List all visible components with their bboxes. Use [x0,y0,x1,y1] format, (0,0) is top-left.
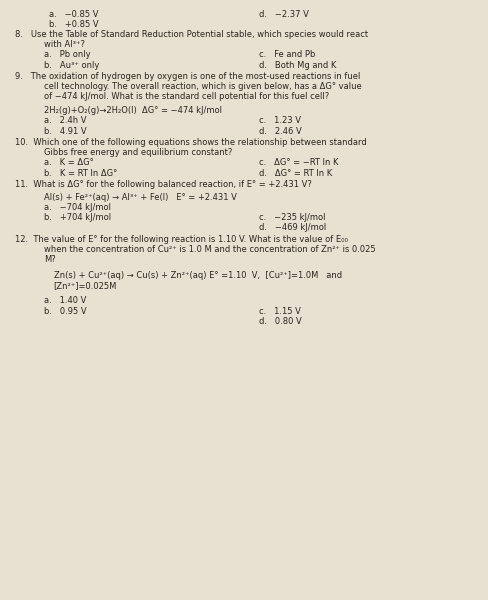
Text: cell technology. The overall reaction, which is given below, has a ΔG° value: cell technology. The overall reaction, w… [44,82,362,91]
Text: b.   Au³⁺ only: b. Au³⁺ only [44,61,99,70]
Text: d.   2.46 V: d. 2.46 V [259,127,302,136]
Text: Gibbs free energy and equilibrium constant?: Gibbs free energy and equilibrium consta… [44,148,232,157]
Text: 11.  What is ΔG° for the following balanced reaction, if E° = +2.431 V?: 11. What is ΔG° for the following balanc… [15,180,311,189]
Text: c.   1.15 V: c. 1.15 V [259,307,301,316]
Text: [Zn²⁺]=0.025M: [Zn²⁺]=0.025M [54,281,117,290]
Text: c.   Fe and Pb: c. Fe and Pb [259,50,315,59]
Text: with Al³⁺?: with Al³⁺? [44,40,85,49]
Text: M?: M? [44,255,56,264]
Text: d.   Both Mg and K: d. Both Mg and K [259,61,336,70]
Text: c.   −235 kJ/mol: c. −235 kJ/mol [259,213,325,222]
Text: 8.   Use the Table of Standard Reduction Potential stable, which species would r: 8. Use the Table of Standard Reduction P… [15,30,368,39]
Text: d.   −469 kJ/mol: d. −469 kJ/mol [259,223,326,232]
Text: d.   −2.37 V: d. −2.37 V [259,10,308,19]
Text: c.   1.23 V: c. 1.23 V [259,116,301,125]
Text: Al(s) + Fe²⁺(aq) → Al³⁺ + Fe(l)   E° = +2.431 V: Al(s) + Fe²⁺(aq) → Al³⁺ + Fe(l) E° = +2.… [44,193,237,202]
Text: 2H₂(g)+O₂(g)→2H₂O(l)  ΔG° = −474 kJ/mol: 2H₂(g)+O₂(g)→2H₂O(l) ΔG° = −474 kJ/mol [44,106,222,115]
Text: b.   +0.85 V: b. +0.85 V [49,20,99,29]
Text: a.   −704 kJ/mol: a. −704 kJ/mol [44,203,111,212]
Text: a.   1.40 V: a. 1.40 V [44,296,86,305]
Text: b.   +704 kJ/mol: b. +704 kJ/mol [44,213,111,222]
Text: a.   K = ΔG°: a. K = ΔG° [44,158,94,167]
Text: b.   4.91 V: b. 4.91 V [44,127,86,136]
Text: b.   0.95 V: b. 0.95 V [44,307,86,316]
Text: 10.  Which one of the following equations shows the relationship between standar: 10. Which one of the following equations… [15,138,366,147]
Text: b.   K = RT ln ΔG°: b. K = RT ln ΔG° [44,169,117,178]
Text: a.   −0.85 V: a. −0.85 V [49,10,98,19]
Text: a.   Pb only: a. Pb only [44,50,91,59]
Text: when the concentration of Cu²⁺ is 1.0 M and the concentration of Zn²⁺ is 0.025: when the concentration of Cu²⁺ is 1.0 M … [44,245,376,254]
Text: c.   ΔG° = −RT ln K: c. ΔG° = −RT ln K [259,158,338,167]
Text: Zn(s) + Cu²⁺(aq) → Cu(s) + Zn²⁺(aq) E° =1.10  V,  [Cu²⁺]=1.0M   and: Zn(s) + Cu²⁺(aq) → Cu(s) + Zn²⁺(aq) E° =… [54,271,342,280]
Text: d.   ΔG° = RT ln K: d. ΔG° = RT ln K [259,169,332,178]
Text: d.   0.80 V: d. 0.80 V [259,317,302,326]
Text: of −474 kJ/mol. What is the standard cell potential for this fuel cell?: of −474 kJ/mol. What is the standard cel… [44,92,329,101]
Text: 12.  The value of E° for the following reaction is 1.10 V. What is the value of : 12. The value of E° for the following re… [15,235,347,244]
Text: a.   2.4h V: a. 2.4h V [44,116,86,125]
Text: 9.   The oxidation of hydrogen by oxygen is one of the most-used reactions in fu: 9. The oxidation of hydrogen by oxygen i… [15,72,360,81]
